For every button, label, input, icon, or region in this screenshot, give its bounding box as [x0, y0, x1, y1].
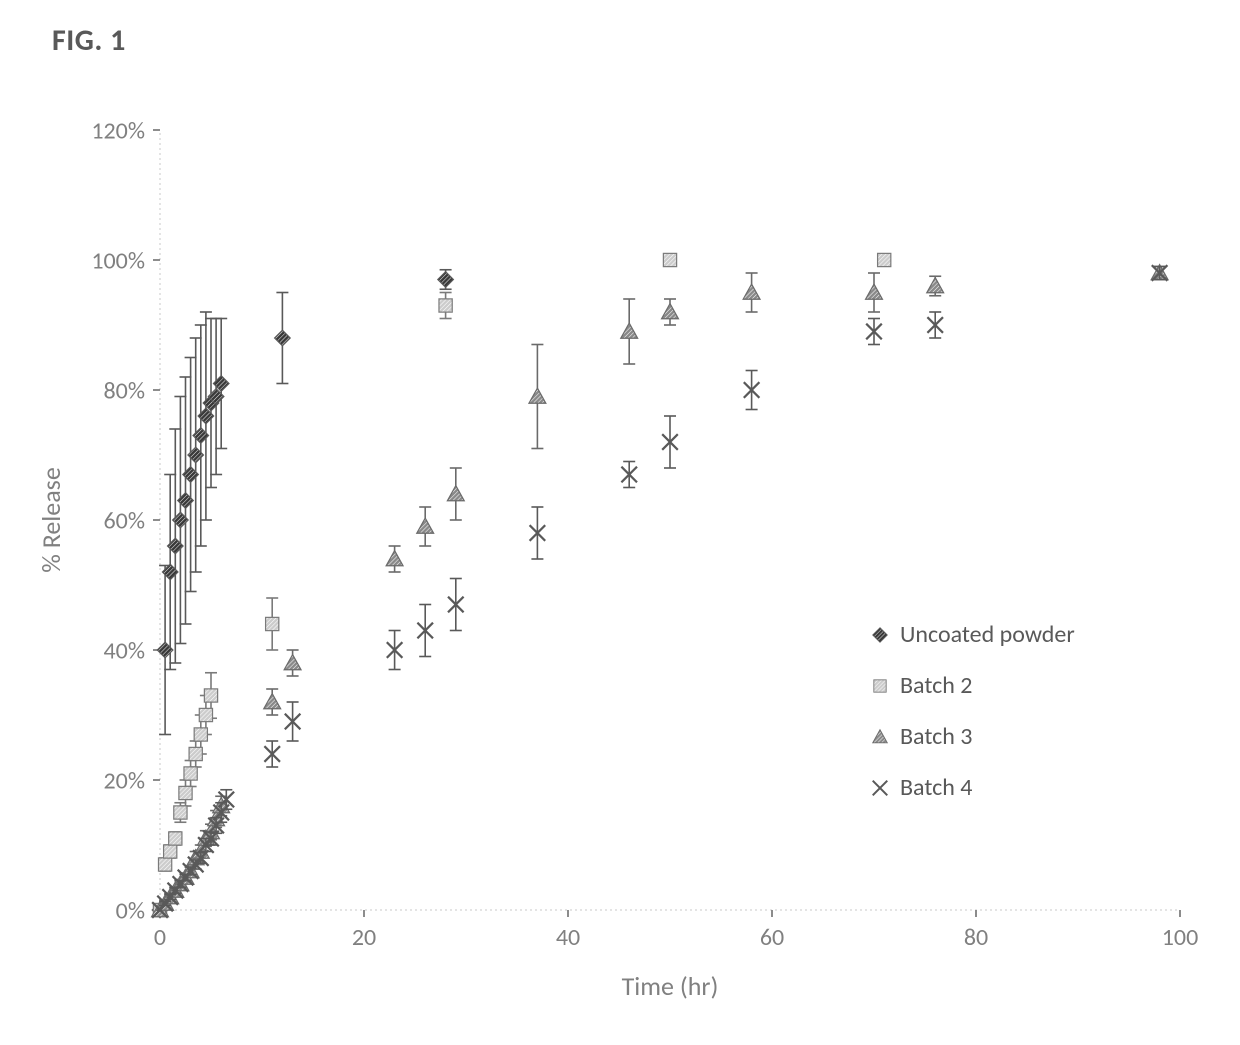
series-batch-2	[153, 253, 890, 916]
scatter-chart: 0 20 40 60 80 100 0% 20% 40% 60% 80% 100% 120% Time (…	[30, 100, 1210, 1020]
diamond-icon	[870, 625, 890, 645]
x-tick-label: 100	[1162, 923, 1199, 952]
series-uncoated-powder	[152, 270, 453, 918]
legend-item: Batch 4	[870, 773, 1075, 802]
triangle-icon	[870, 727, 890, 747]
legend-label: Batch 4	[900, 773, 972, 802]
legend-label: Uncoated powder	[900, 620, 1075, 649]
y-tick-label: 100%	[91, 246, 145, 275]
x-tick-label: 40	[556, 923, 580, 952]
y-tick-label: 80%	[104, 376, 145, 405]
x-axis-label: Time (hr)	[622, 970, 719, 1002]
square-icon	[870, 676, 890, 696]
chart-container: 0 20 40 60 80 100 0% 20% 40% 60% 80% 100% 120% Time (…	[30, 100, 1210, 1020]
legend-label: Batch 3	[900, 722, 972, 751]
legend-label: Batch 2	[900, 671, 972, 700]
y-tick-label: 0%	[116, 896, 145, 925]
y-tick-label: 120%	[91, 116, 145, 145]
legend-item: Batch 3	[870, 722, 1075, 751]
figure-label: FIG. 1	[52, 22, 126, 59]
x-tick-label: 60	[760, 923, 784, 952]
y-tick-label: 60%	[104, 506, 145, 535]
y-tick-label: 20%	[104, 766, 145, 795]
y-axis-label: % Release	[35, 467, 67, 573]
legend-item: Uncoated powder	[870, 620, 1075, 649]
legend-item: Batch 2	[870, 671, 1075, 700]
cross-icon	[870, 778, 890, 798]
y-tick-label: 40%	[104, 636, 145, 665]
x-tick-label: 80	[964, 923, 988, 952]
x-tick-label: 20	[352, 923, 376, 952]
legend: Uncoated powder Batch 2 Batch 3 Batch 4	[870, 620, 1075, 824]
x-tick-label: 0	[154, 923, 166, 952]
